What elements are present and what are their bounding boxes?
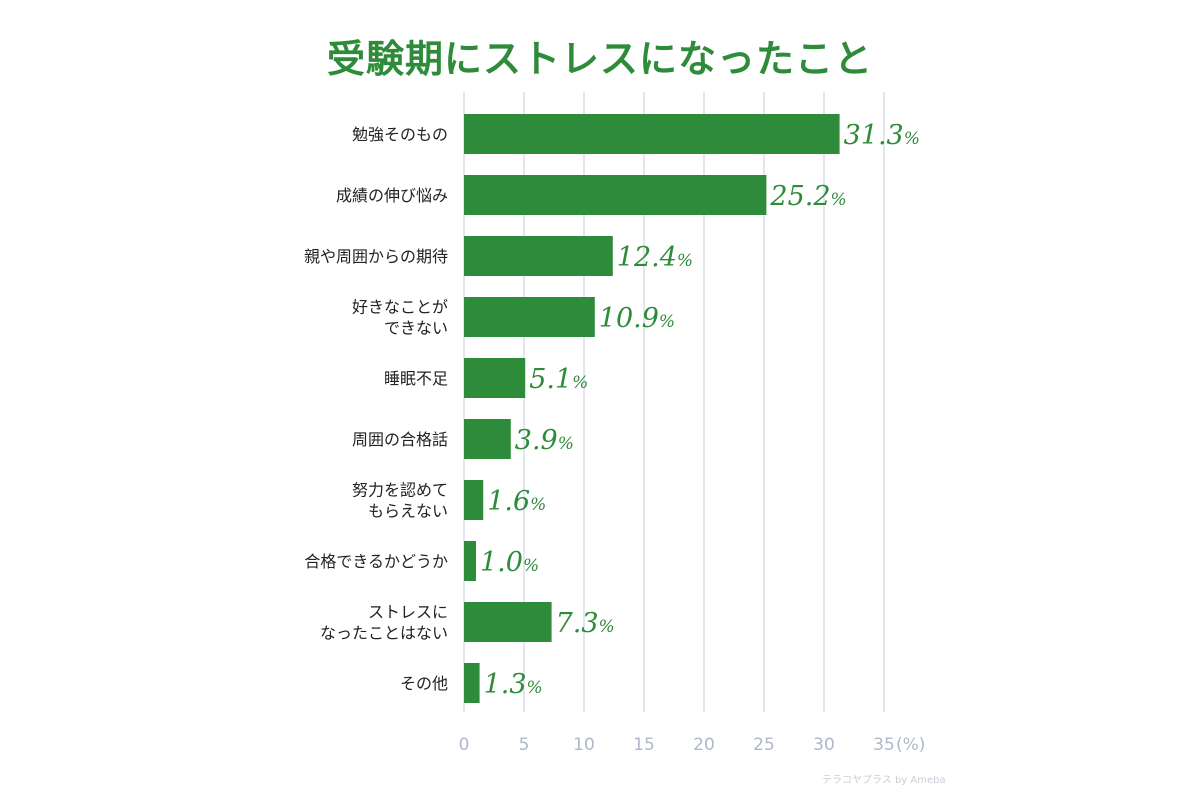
category-label: 合格できるかどうか <box>304 552 448 571</box>
bar <box>464 236 613 276</box>
value-label: 3.9% <box>515 425 574 456</box>
value-label: 1.0% <box>480 547 539 578</box>
value-label: 1.6% <box>487 486 546 517</box>
bar <box>464 541 476 581</box>
bar <box>464 175 767 215</box>
x-tick-label: 15 <box>633 735 655 755</box>
bar <box>464 663 480 703</box>
x-axis-unit: (%) <box>896 735 925 755</box>
bar <box>464 419 511 459</box>
category-label: ストレスになったことはない <box>320 603 448 643</box>
value-label: 25.2% <box>769 181 846 212</box>
bar <box>464 114 840 154</box>
x-tick-label: 30 <box>813 735 835 755</box>
bar <box>464 602 552 642</box>
value-label: 1.3% <box>484 669 543 700</box>
x-tick-label: 20 <box>693 735 715 755</box>
bars <box>464 114 840 703</box>
category-label: 勉強そのもの <box>352 125 448 144</box>
category-labels: 勉強そのもの成績の伸び悩み親や周囲からの期待好きなことができない睡眠不足周囲の合… <box>304 125 448 693</box>
x-tick-label: 35 <box>873 735 895 755</box>
value-label: 31.3% <box>844 120 920 151</box>
category-label: 努力を認めてもらえない <box>352 481 448 521</box>
value-label: 12.4% <box>617 242 693 273</box>
x-tick-label: 5 <box>519 735 530 755</box>
bar <box>464 358 526 398</box>
watermark: テラコヤプラス by Ameba <box>822 775 946 786</box>
bar <box>464 297 595 337</box>
x-tick-label: 10 <box>573 735 595 755</box>
value-label: 10.9% <box>599 303 675 334</box>
x-axis-ticks: 0 5 10 15 20 25 30 35 (%) <box>459 735 926 755</box>
bar <box>464 480 484 520</box>
x-tick-label: 25 <box>753 735 775 755</box>
value-labels: 31.3% 25.2% 12.4% 10.9% 5.1% 3.9% 1.6% 1.0% 7.3%… <box>480 120 920 700</box>
category-label: その他 <box>400 674 448 693</box>
x-tick-label: 0 <box>459 735 470 755</box>
category-label: 睡眠不足 <box>384 369 448 388</box>
chart-title: 受験期にストレスになったこと <box>326 37 873 81</box>
value-label: 7.3% <box>556 608 615 639</box>
category-label: 好きなことができない <box>352 298 448 338</box>
category-label: 親や周囲からの期待 <box>304 247 448 266</box>
category-label: 周囲の合格話 <box>352 430 448 449</box>
category-label: 成績の伸び悩み <box>336 186 448 205</box>
value-label: 5.1% <box>529 364 588 395</box>
